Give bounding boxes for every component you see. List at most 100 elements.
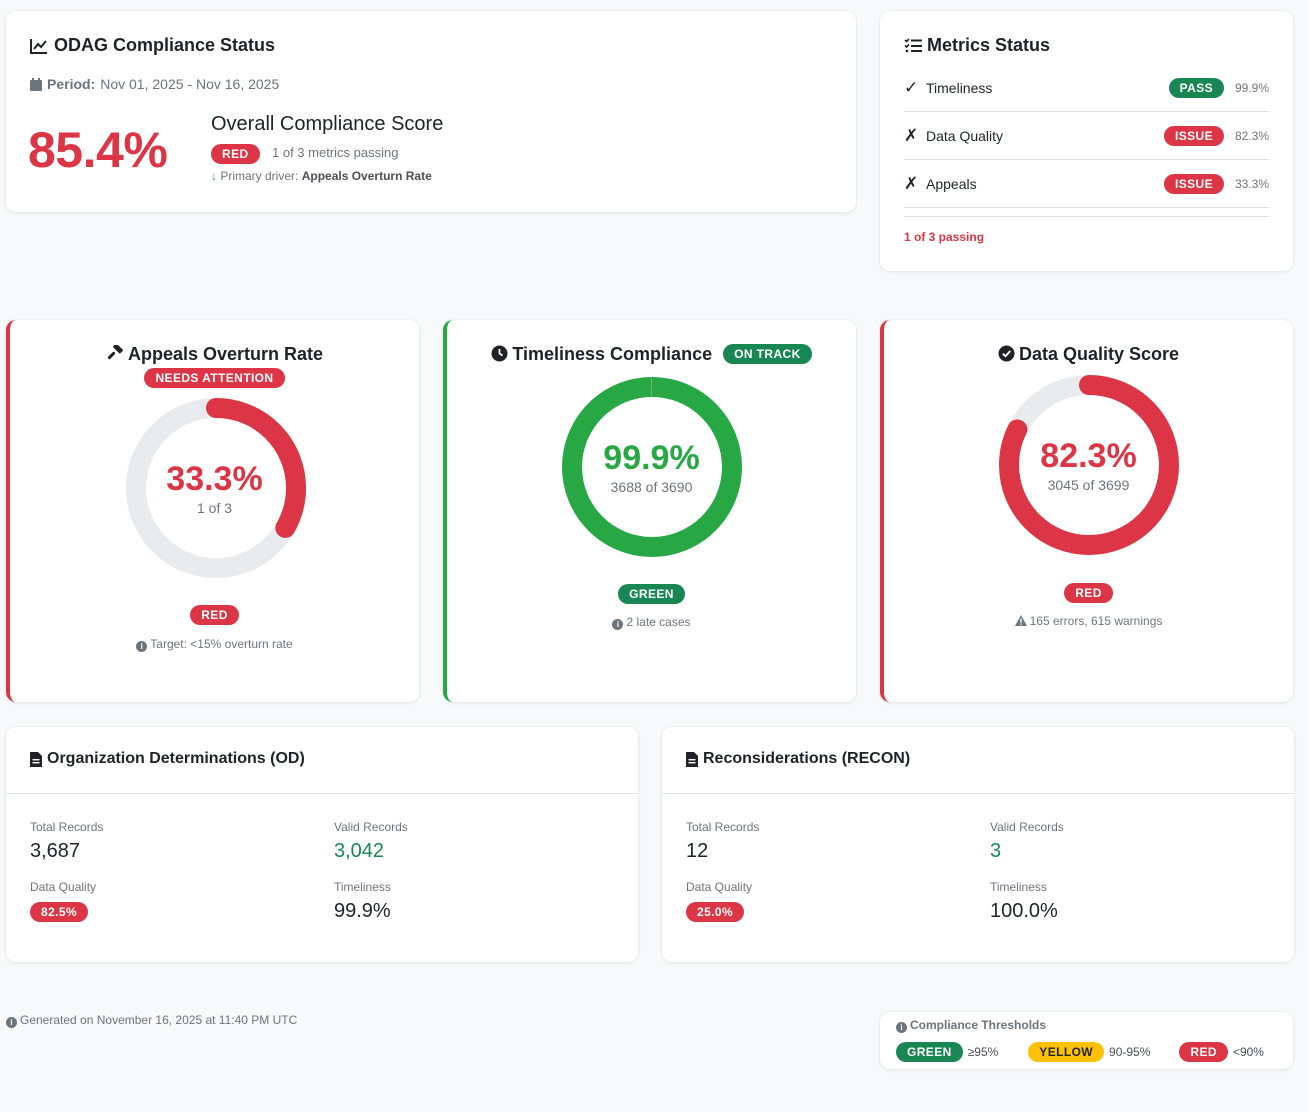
recon-valid-value: 3 [990,840,1002,862]
thresholds-items: GREEN ≥95% YELLOW 90-95% RED <90% [896,1042,1264,1062]
divider [6,793,638,794]
metric-label: Appeals [926,175,977,192]
divider [662,793,1294,794]
recon-heading: Reconsiderations (RECON) [686,750,910,768]
recon-total-value: 12 [686,840,709,862]
metric-row-data-quality: ✗ Data Quality ISSUE 82.3% [904,112,1269,160]
appeals-status-badge: RED [190,605,239,625]
od-dq-badge: 82.5% [30,902,89,922]
timeliness-value: 99.9% [603,439,700,477]
period-value: Nov 01, 2025 - Nov 16, 2025 [100,76,280,92]
recon-card: Reconsiderations (RECON) Total Records 1… [662,727,1294,962]
late-cases-text: 2 late cases [626,615,691,629]
thresholds-heading: i Compliance Thresholds [896,1018,1046,1033]
od-valid-records: Valid Records 3,042 [334,820,408,863]
compliance-status-card: ODAG Compliance Status Period: Nov 01, 2… [6,11,856,212]
timeliness-compliance-card: Timeliness Compliance ON TRACK 99.9% 368… [443,320,856,702]
primary-driver-value: Appeals Overturn Rate [301,169,432,183]
metric-row-timeliness: ✓ Timeliness PASS 99.9% [904,64,1269,112]
od-total-value: 3,687 [30,840,81,862]
data-quality-title-text: Data Quality Score [1018,344,1180,364]
gauge-progress-arc [126,398,306,578]
on-track-badge: ON TRACK [723,344,812,364]
data-quality-count: 3045 of 3699 [1047,477,1130,493]
compliance-status-heading: ODAG Compliance Status [30,35,275,56]
check-icon: ✓ [904,77,919,97]
appeals-target-text: Target: <15% overturn rate [150,637,293,651]
recon-dq-badge: 25.0% [686,902,745,922]
recon-total-label: Total Records [686,820,760,834]
yellow-threshold-range: 90-95% [1109,1045,1151,1059]
timeliness-count: 3688 of 3690 [610,479,693,495]
metric-status-badge: ISSUE [1163,125,1224,146]
metrics-passing-text: 1 of 3 metrics passing [272,145,399,160]
primary-driver: ↓ Primary driver: Appeals Overturn Rate [211,169,432,183]
appeals-gauge [126,398,306,578]
green-threshold-range: ≥95% [967,1045,999,1059]
recon-total-records: Total Records 12 [686,820,759,863]
data-quality-value: 82.3% [1040,437,1137,475]
metrics-status-card: Metrics Status ✓ Timeliness PASS 99.9% ✗… [880,11,1293,271]
metric-row-appeals: ✗ Appeals ISSUE 33.3% [904,160,1269,208]
green-threshold-badge: GREEN [896,1042,963,1062]
recon-valid-label: Valid Records [990,820,1064,834]
check-circle-icon [998,345,1015,362]
red-threshold-badge: RED [1179,1042,1228,1062]
recon-valid-records: Valid Records 3 [990,820,1064,863]
yellow-threshold-badge: YELLOW [1028,1042,1105,1062]
od-timeliness: Timeliness 99.9% [334,880,391,923]
timeliness-title: Timeliness Compliance ON TRACK [447,344,856,365]
recon-time-label: Timeliness [990,880,1047,894]
metric-percent: 33.3% [1234,176,1269,191]
od-time-value: 99.9% [334,900,391,922]
info-icon: i [6,1017,17,1028]
appeals-target-note: i Target: <15% overturn rate [10,637,419,652]
od-valid-value: 3,042 [334,840,385,862]
clock-icon [491,345,508,362]
data-quality-card: Data Quality Score 82.3% 3045 of 3699 RE… [880,320,1293,702]
metrics-status-title: Metrics Status [927,35,1051,55]
overall-score-title: Overall Compliance Score [211,113,444,135]
timeliness-title-text: Timeliness Compliance [512,344,713,364]
errors-warnings-note: 165 errors, 615 warnings [884,614,1293,628]
overall-score-value: 85.4% [28,122,168,178]
metric-percent: 82.3% [1234,128,1269,143]
recon-dq-label: Data Quality [686,880,753,894]
recon-title: Reconsiderations (RECON) [703,750,911,767]
od-total-records: Total Records 3,687 [30,820,103,863]
recon-data-quality: Data Quality 25.0% [686,880,752,922]
line-chart-icon [30,38,47,54]
metric-status-badge: PASS [1168,77,1224,98]
document-icon [30,751,42,767]
appeals-value: 33.3% [166,460,263,498]
data-quality-title: Data Quality Score [884,344,1293,365]
passing-summary: 1 of 3 passing [904,216,1269,244]
timeliness-gauge [562,377,742,557]
overall-status-badge: RED [211,144,260,164]
od-card: Organization Determinations (OD) Total R… [6,727,638,962]
page-title: ODAG Compliance Status [54,35,276,55]
appeals-overturn-card: Appeals Overturn Rate NEEDS ATTENTION 33… [6,320,419,702]
metrics-status-heading: Metrics Status [904,35,1050,56]
metric-status-badge: ISSUE [1163,173,1224,194]
arrow-down-icon: ↓ [211,169,217,183]
primary-driver-label: Primary driver: [220,169,299,183]
document-icon [686,751,698,767]
metric-percent: 99.9% [1234,80,1269,95]
gauge-progress-arc [999,375,1179,555]
thresholds-legend: i Compliance Thresholds GREEN ≥95% YELLOW… [880,1012,1293,1069]
appeals-title: Appeals Overturn Rate [10,344,419,365]
period-label: Period: [47,76,96,92]
appeals-count: 1 of 3 [196,500,233,516]
recon-timeliness: Timeliness 100.0% [990,880,1058,923]
od-data-quality: Data Quality 82.5% [30,880,96,922]
od-valid-label: Valid Records [334,820,408,834]
data-quality-gauge [999,375,1179,555]
info-icon: i [612,619,624,630]
od-heading: Organization Determinations (OD) [30,750,305,768]
red-threshold-range: <90% [1232,1045,1264,1059]
info-icon: i [136,641,148,652]
metric-label: Data Quality [926,127,1004,144]
generated-text: Generated on November 16, 2025 at 11:40 … [20,1013,298,1027]
